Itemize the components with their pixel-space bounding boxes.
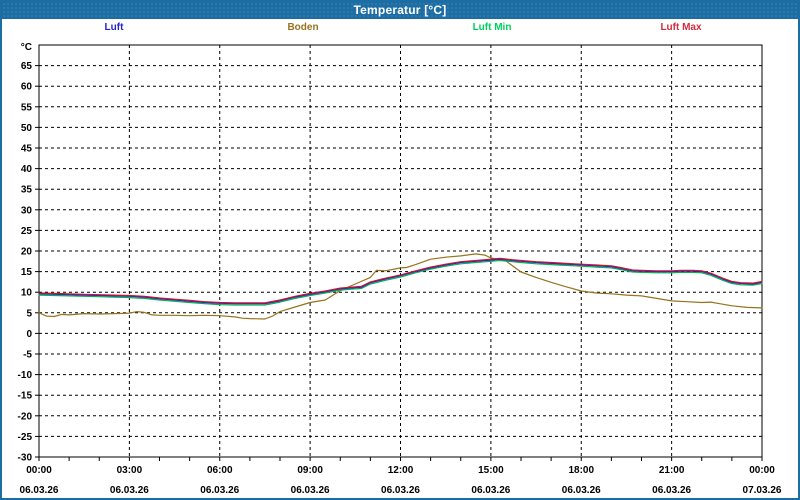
legend-item-luft: Luft — [104, 22, 124, 33]
x-tick-date: 06.03.26 — [471, 485, 510, 496]
y-tick-label: -20 — [18, 411, 33, 422]
x-tick-time: 03:00 — [117, 465, 143, 476]
y-tick-label: 40 — [21, 164, 33, 175]
x-axis-labels: 00:00 06.03.26 03:00 06.03.26 06:00 06.03.26 0… — [20, 465, 782, 496]
y-tick-label: 60 — [21, 82, 33, 93]
legend-item-boden: Boden — [287, 22, 319, 33]
x-tick-time: 00:00 — [26, 465, 52, 476]
x-tick-date: 06.03.26 — [200, 485, 239, 496]
x-tick-date: 06.03.26 — [652, 485, 691, 496]
gridlines — [39, 45, 762, 457]
series-luft-max — [38, 257, 763, 304]
legend-item-luft-max: Luft Max — [660, 22, 702, 33]
x-tick-date: 07.03.26 — [743, 485, 782, 496]
y-tick-label: 25 — [21, 226, 33, 237]
window-titlebar: Temperatur [°C] — [2, 2, 798, 19]
y-tick-label: -15 — [18, 391, 33, 402]
y-tick-label: -10 — [18, 370, 33, 381]
x-tick-time: 09:00 — [297, 465, 323, 476]
y-tick-label: 45 — [21, 144, 33, 155]
y-tick-label: 30 — [21, 205, 33, 216]
series-luft — [38, 258, 763, 305]
y-tick-label: 10 — [21, 288, 33, 299]
x-tick-date: 06.03.26 — [20, 485, 59, 496]
x-tick-date: 06.03.26 — [110, 485, 149, 496]
y-tick-label: 35 — [21, 185, 33, 196]
x-tick-date: 06.03.26 — [291, 485, 330, 496]
y-tick-label: 50 — [21, 123, 33, 134]
x-tick-time: 12:00 — [388, 465, 414, 476]
y-tick-label: 15 — [21, 267, 33, 278]
x-tick-time: 06:00 — [207, 465, 233, 476]
y-tick-label: -25 — [18, 432, 33, 443]
x-tick-date: 06.03.26 — [381, 485, 420, 496]
y-tick-label: 5 — [26, 308, 32, 319]
legend-item-luft-min: Luft Min — [472, 22, 512, 33]
x-tick-time: 15:00 — [478, 465, 504, 476]
x-tick-time: 18:00 — [568, 465, 594, 476]
temperature-chart: 65605550454035302520151050-5-10-15-20-25… — [18, 42, 782, 496]
window-title: Temperatur [°C] — [353, 3, 447, 17]
y-axis-labels: 65605550454035302520151050-5-10-15-20-25… — [18, 42, 39, 464]
series-luft-min — [38, 259, 763, 306]
x-axis-hour-ticks — [38, 457, 763, 461]
y-tick-label: 20 — [21, 247, 33, 258]
x-tick-time: 00:00 — [749, 465, 775, 476]
y-axis-unit: °C — [21, 42, 32, 53]
y-tick-label: 65 — [21, 61, 33, 72]
chart-area: 65 60 55 50 45 40 35 30 25 20 15 10 5 0 -5 -10 -15 -20 -25… — [2, 38, 798, 498]
series-boden — [38, 253, 763, 320]
x-tick-date: 06.03.26 — [562, 485, 601, 496]
y-tick-label: 0 — [26, 329, 32, 340]
y-tick-label: -30 — [18, 453, 33, 464]
x-tick-time: 21:00 — [659, 465, 685, 476]
y-tick-label: -5 — [23, 350, 32, 361]
chart-legend: Luft Boden Luft Min Luft Max — [2, 19, 798, 38]
y-tick-label: 55 — [21, 102, 33, 113]
